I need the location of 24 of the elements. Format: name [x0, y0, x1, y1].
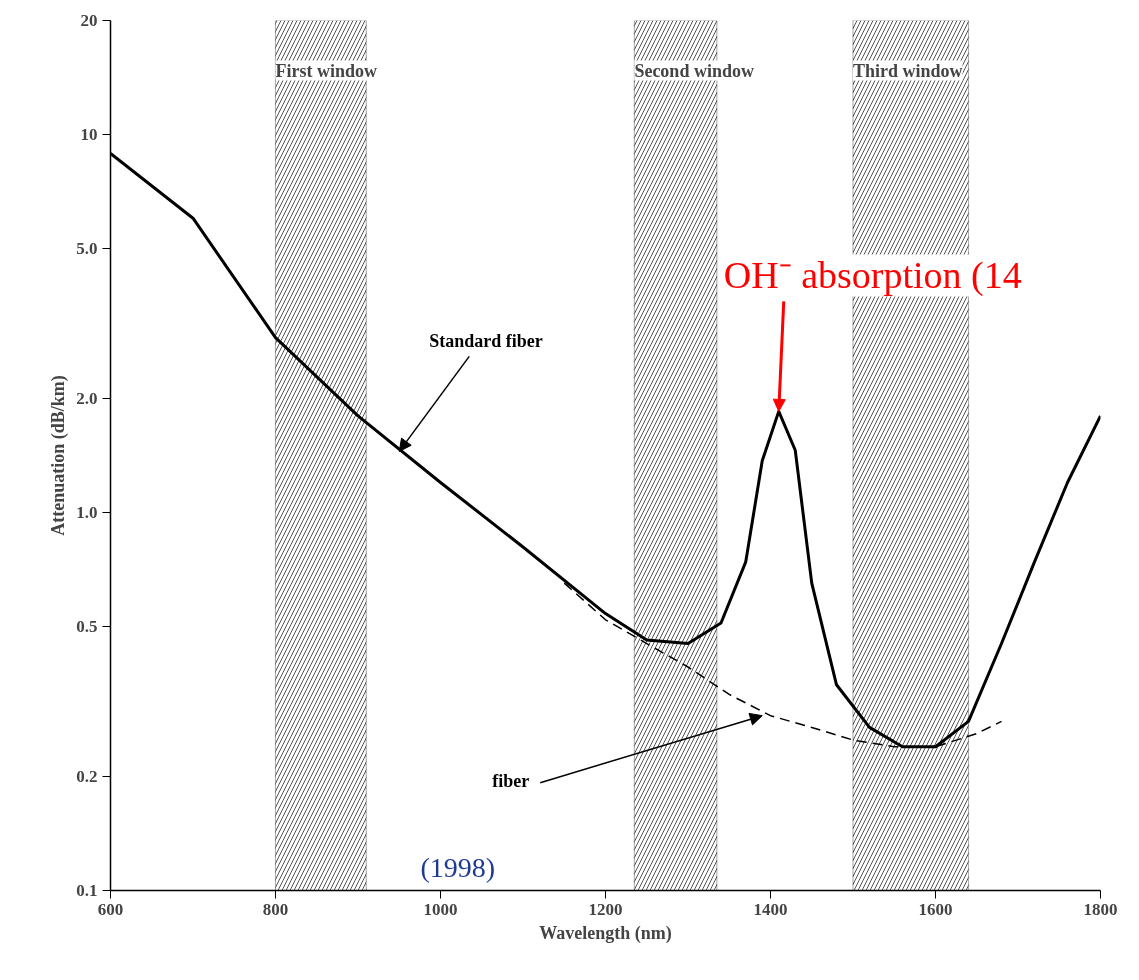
y-tick-label: 1.0 [76, 502, 98, 522]
y-tick-label: 0.5 [76, 616, 98, 636]
y-axis-title: Attenuation (dB/km) [48, 375, 70, 536]
x-tick-label: 1400 [753, 899, 788, 919]
y-tick-label: 2.0 [76, 389, 98, 409]
annotation: Standard fiber [429, 331, 543, 352]
x-tick-label: 1000 [423, 899, 458, 919]
annotation: (1998) [420, 851, 496, 883]
x-tick-label: 1800 [1083, 899, 1118, 919]
band-label: Second window [634, 60, 754, 81]
band-label: Third window [853, 60, 963, 81]
x-tick-label: 800 [262, 899, 289, 919]
y-tick-label: 0.2 [76, 767, 98, 787]
y-tick-label: 5.0 [76, 238, 98, 258]
y-tick-label: 0.1 [76, 881, 98, 900]
annotation: OH⁻ absorption (14 [723, 254, 1022, 298]
annotation: fiber [492, 770, 530, 791]
x-tick-label: 600 [97, 899, 124, 919]
x-tick-label: 1600 [918, 899, 953, 919]
band-label: First window [275, 60, 378, 81]
x-axis-title: Wavelength (nm) [539, 922, 672, 944]
y-tick-label: 20 [80, 11, 98, 30]
y-tick-label: 10 [80, 124, 98, 144]
x-tick-label: 1200 [588, 899, 623, 919]
